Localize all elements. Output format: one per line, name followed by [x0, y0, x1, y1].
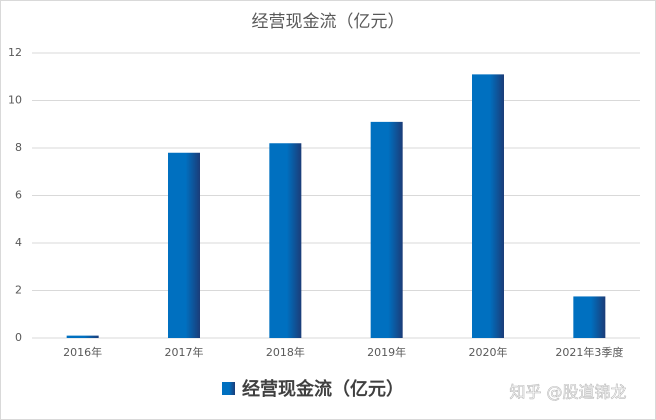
- x-tick-label: 2020年: [469, 345, 508, 359]
- y-tick-label: 10: [8, 94, 22, 107]
- bar: [472, 74, 504, 338]
- x-tick-label: 2016年: [63, 345, 102, 359]
- y-tick-label: 0: [15, 331, 22, 344]
- bar: [168, 152, 200, 338]
- x-tick-label: 2018年: [266, 345, 305, 359]
- y-tick-label: 12: [8, 46, 22, 59]
- watermark: 知乎 @股道锦龙: [509, 383, 626, 402]
- x-tick-label: 2021年3季度: [555, 345, 623, 359]
- y-tick-label: 2: [15, 284, 22, 297]
- bar: [370, 121, 403, 338]
- legend-swatch: [222, 382, 235, 395]
- y-tick-label: 4: [15, 236, 22, 249]
- bar: [573, 296, 606, 338]
- y-tick-label: 8: [15, 141, 22, 154]
- x-tick-label: 2017年: [165, 345, 204, 359]
- y-tick-label: 6: [15, 189, 22, 202]
- x-tick-label: 2019年: [367, 345, 406, 359]
- bar: [269, 143, 302, 338]
- bar: [66, 335, 99, 338]
- legend-label: 经营现金流（亿元）: [242, 378, 404, 400]
- chart-title: 经营现金流（亿元）: [252, 12, 405, 32]
